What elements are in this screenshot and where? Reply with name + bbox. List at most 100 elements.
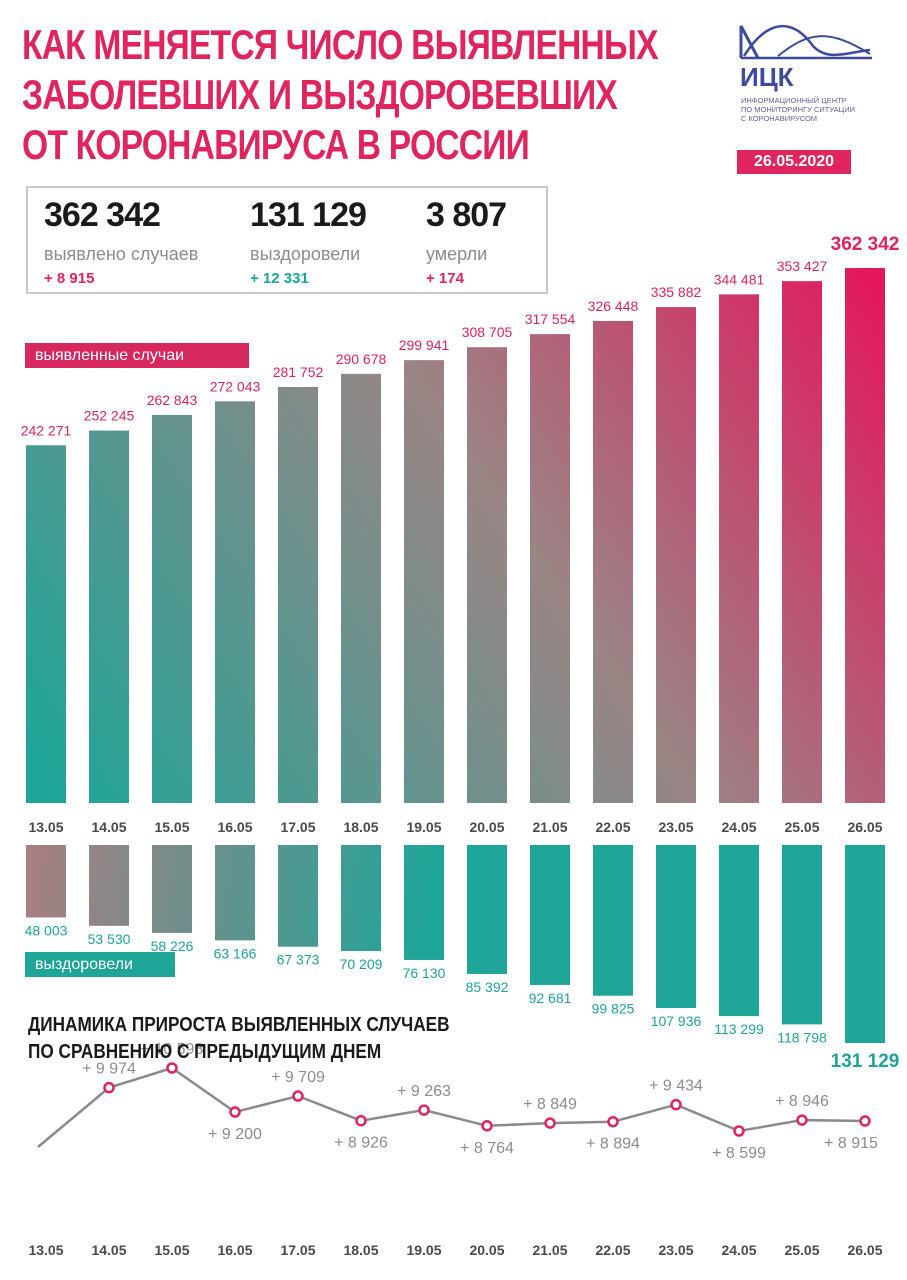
date-label: 23.05 bbox=[658, 819, 693, 835]
cases-bar bbox=[845, 268, 885, 803]
stat-cases-value: 362 342 bbox=[44, 196, 161, 234]
legend-cases-tag: выявленные случаи bbox=[25, 343, 249, 368]
growth-date-label: 15.05 bbox=[154, 1242, 189, 1258]
logo-subtitle-line-2: ПО МОНИТОРИНГУ СИТУАЦИИ bbox=[741, 105, 855, 114]
growth-point bbox=[355, 1114, 367, 1127]
recovered-bar bbox=[404, 845, 444, 960]
recovered-bar-label: 67 373 bbox=[277, 952, 320, 968]
stat-cases-delta: + 8 915 bbox=[44, 270, 95, 287]
recovered-bar bbox=[26, 845, 66, 918]
cases-bar bbox=[719, 294, 759, 803]
cases-bar-label: 262 843 bbox=[147, 392, 198, 408]
cases-bar bbox=[593, 320, 633, 803]
cases-bar-chart: 242 271 252 245 262 843 272 043 281 752 290 6… bbox=[21, 234, 899, 803]
cases-bar-label: 299 941 bbox=[399, 337, 450, 353]
recovered-bar-label: 70 209 bbox=[340, 956, 383, 972]
growth-date-label: 26.05 bbox=[847, 1242, 882, 1258]
recovered-bar bbox=[719, 845, 759, 1017]
recovered-bar bbox=[656, 845, 696, 1008]
growth-date-label: 25.05 bbox=[784, 1242, 819, 1258]
growth-date-label: 23.05 bbox=[658, 1242, 693, 1258]
growth-point bbox=[481, 1120, 493, 1132]
cases-bar bbox=[530, 334, 570, 803]
date-label: 26.05 bbox=[847, 819, 882, 835]
growth-point bbox=[418, 1104, 430, 1116]
recovered-bar-label: 118 798 bbox=[777, 1029, 827, 1045]
cases-bar-label: 326 448 bbox=[588, 298, 639, 314]
cases-bar bbox=[89, 430, 129, 803]
growth-label: + 8 946 bbox=[775, 1093, 829, 1110]
growth-label: + 9 200 bbox=[208, 1126, 262, 1143]
growth-date-label: 24.05 bbox=[721, 1242, 756, 1258]
growth-chart-title: ДИНАМИКА ПРИРОСТА ВЫЯВЛЕННЫХ СЛУЧАЕВ ПО … bbox=[28, 1012, 450, 1066]
growth-date-label: 19.05 bbox=[406, 1242, 441, 1258]
growth-label: + 8 894 bbox=[586, 1136, 640, 1153]
stat-recovered-delta: + 12 331 bbox=[250, 270, 309, 287]
recovered-bar-label: 53 530 bbox=[88, 931, 131, 947]
growth-date-label: 20.05 bbox=[469, 1242, 504, 1258]
date-label: 14.05 bbox=[91, 819, 126, 835]
growth-date-label: 13.05 bbox=[28, 1242, 63, 1258]
logo-icon bbox=[739, 24, 872, 60]
cases-bar-label: 242 271 bbox=[21, 422, 72, 438]
growth-point bbox=[733, 1125, 745, 1137]
date-label: 17.05 bbox=[280, 819, 315, 835]
growth-point bbox=[229, 1106, 241, 1118]
date-label: 19.05 bbox=[406, 819, 441, 835]
cases-bar-label: 344 481 bbox=[714, 271, 765, 287]
recovered-bar-label: 48 003 bbox=[25, 922, 68, 938]
cases-bar-label: 252 245 bbox=[84, 408, 135, 424]
growth-title-line-2: ПО СРАВНЕНИЮ С ПРЕДЫДУЩИМ ДНЕМ bbox=[28, 1041, 382, 1063]
growth-label: + 8 849 bbox=[523, 1096, 577, 1113]
growth-date-label: 16.05 bbox=[217, 1242, 252, 1258]
cases-bar-label: 317 554 bbox=[525, 311, 576, 327]
growth-date-label: 18.05 bbox=[343, 1242, 378, 1258]
recovered-bar bbox=[467, 845, 507, 974]
date-label: 15.05 bbox=[154, 819, 189, 835]
date-axis-labels: 13.05 14.05 15.05 16.05 17.05 18.05 19.05 20.05… bbox=[28, 819, 882, 835]
recovered-bar-label: 92 681 bbox=[529, 990, 572, 1006]
growth-date-label: 22.05 bbox=[595, 1242, 630, 1258]
recovered-bar-label: 113 299 bbox=[714, 1021, 764, 1037]
growth-point bbox=[859, 1115, 871, 1127]
title-line-3: ОТ КОРОНАВИРУСА В РОССИИ bbox=[22, 121, 530, 168]
growth-title-line-1: ДИНАМИКА ПРИРОСТА ВЫЯВЛЕННЫХ СЛУЧАЕВ bbox=[28, 1014, 450, 1036]
growth-point bbox=[796, 1114, 808, 1126]
cases-bar-label: 335 882 bbox=[651, 284, 702, 300]
recovered-bar-label: 107 936 bbox=[651, 1013, 702, 1029]
date-label: 21.05 bbox=[532, 819, 567, 835]
stat-deaths-value: 3 807 bbox=[426, 196, 507, 234]
cases-bar bbox=[341, 373, 381, 803]
stats-box: 362 342 выявлено случаев + 8 915 131 129… bbox=[26, 186, 548, 294]
growth-label: + 8 926 bbox=[334, 1135, 388, 1152]
date-label: 18.05 bbox=[343, 819, 378, 835]
stat-recovered-value: 131 129 bbox=[250, 196, 367, 234]
cases-bar-label: 281 752 bbox=[273, 364, 324, 380]
stat-deaths-delta: + 174 bbox=[426, 270, 464, 287]
title-line-2: ЗАБОЛЕВШИХ И ВЫЗДОРОВЕВШИХ bbox=[22, 71, 618, 118]
date-label: 25.05 bbox=[784, 819, 819, 835]
growth-label: + 9 709 bbox=[271, 1069, 325, 1086]
page-title: КАК МЕНЯЕТСЯ ЧИСЛО ВЫЯВЛЕННЫХ ЗАБОЛЕВШИХ… bbox=[22, 20, 662, 170]
date-label: 13.05 bbox=[28, 819, 63, 835]
cases-bar bbox=[152, 414, 192, 803]
cases-bar-label: 353 427 bbox=[777, 258, 828, 274]
growth-line-chart: + 9 974+ 10 598+ 9 200+ 9 709+ 8 926+ 9 … bbox=[28, 1041, 882, 1258]
growth-point bbox=[607, 1115, 619, 1128]
growth-point bbox=[670, 1098, 682, 1111]
recovered-bar bbox=[89, 845, 129, 926]
recovered-bar-label: 76 130 bbox=[403, 965, 446, 981]
growth-label: + 9 263 bbox=[397, 1083, 451, 1100]
cases-bar bbox=[782, 281, 822, 803]
growth-date-label: 14.05 bbox=[91, 1242, 126, 1258]
logo-wordmark: ИЦК bbox=[740, 62, 794, 92]
stat-deaths-label: умерли bbox=[426, 244, 488, 264]
logo-subtitle: ИНФОРМАЦИОННЫЙ ЦЕНТР ПО МОНИТОРИНГУ СИТУ… bbox=[741, 96, 891, 123]
recovered-bar-label: 99 825 bbox=[592, 1001, 635, 1017]
recovered-bar bbox=[845, 845, 885, 1043]
cases-bar-label: 308 705 bbox=[462, 324, 513, 340]
cases-bar bbox=[278, 386, 318, 803]
stat-cases-label: выявлено случаев bbox=[44, 244, 199, 264]
recovered-bar bbox=[782, 845, 822, 1025]
growth-point bbox=[292, 1090, 304, 1102]
